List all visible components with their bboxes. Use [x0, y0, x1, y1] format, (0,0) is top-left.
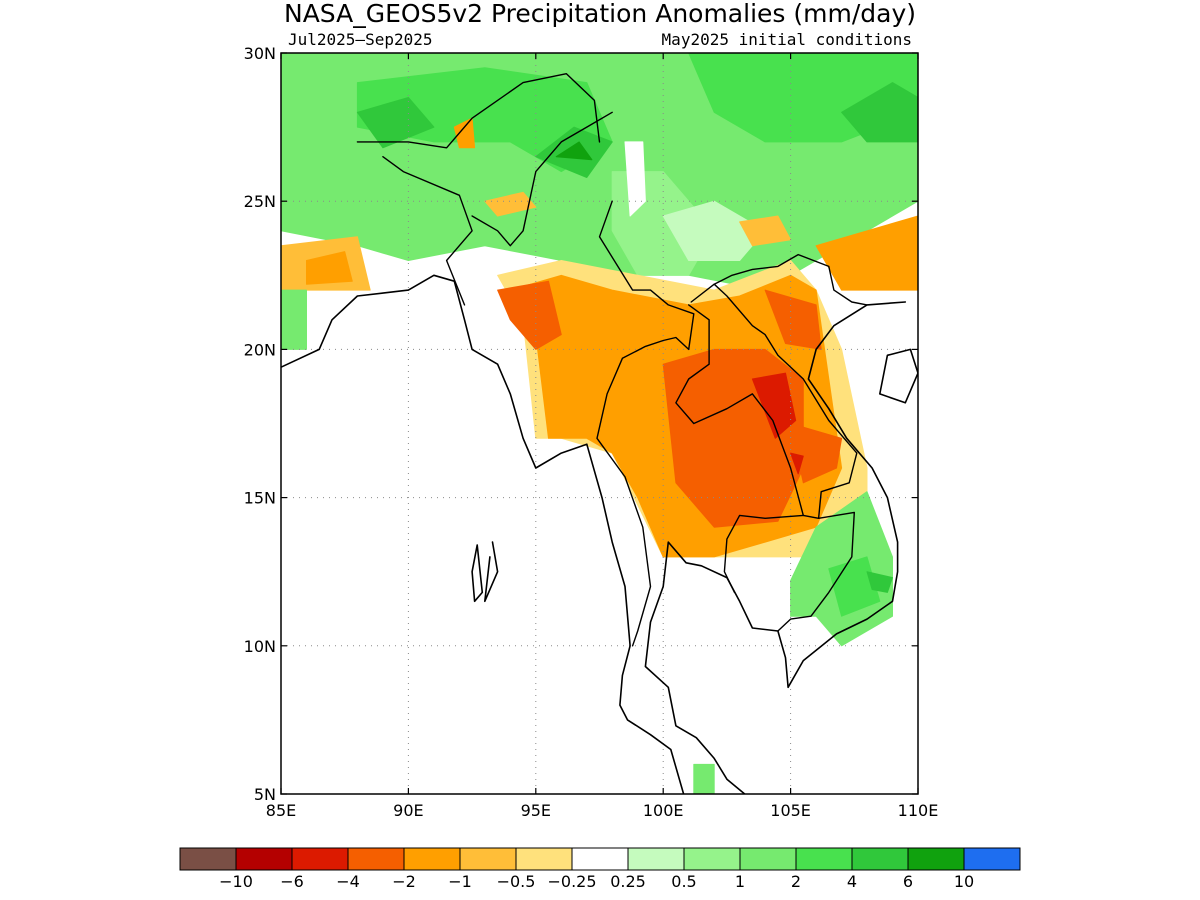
colorbar-label: 10	[954, 872, 974, 891]
period-label: Jul2025–Sep2025	[288, 30, 433, 49]
colorbar-label: −1	[448, 872, 472, 891]
region-dry-blip-ne	[484, 191, 537, 217]
country-border	[690, 253, 868, 306]
region-dry-strong-nw	[497, 280, 562, 350]
x-tick-label: 100E	[643, 801, 684, 820]
y-tick-label: 30N	[244, 44, 276, 63]
colorbar-swatch	[963, 847, 1021, 871]
region-dry-west-core	[306, 251, 353, 285]
colorbar-label: 0.25	[610, 872, 646, 891]
x-tick-label: 110E	[898, 801, 939, 820]
x-tick-label: 105E	[770, 801, 811, 820]
map-frame	[280, 52, 919, 795]
coastlines	[281, 274, 918, 794]
colorbar-label: 6	[903, 872, 913, 891]
colorbar-label: −0.25	[547, 872, 596, 891]
colorbar-swatch	[235, 847, 293, 871]
colorbar-label: 2	[791, 872, 801, 891]
y-tick-label: 5N	[254, 785, 276, 804]
colorbar-label: −0.5	[497, 872, 536, 891]
coastline	[281, 274, 685, 794]
region-dry-blip-tibet	[453, 117, 476, 149]
x-tick-label: 90E	[393, 801, 423, 820]
colorbar-swatch	[179, 847, 237, 871]
region-dry-extreme	[751, 372, 797, 439]
coastline	[471, 544, 484, 603]
region-north-wet-dark-w	[356, 97, 435, 149]
country-border	[596, 200, 695, 647]
y-tick-label: 20N	[244, 340, 276, 359]
colorbar-swatch	[851, 847, 909, 871]
colorbar-swatch	[683, 847, 741, 871]
country-border	[356, 72, 601, 149]
country-border	[777, 511, 855, 632]
colorbar-label: −2	[392, 872, 416, 891]
colorbar-label: 1	[735, 872, 745, 891]
colorbar-swatch	[403, 847, 461, 871]
region-west-wet-blip	[281, 289, 307, 350]
colorbar-swatch	[627, 847, 685, 871]
y-tick-label: 10N	[244, 637, 276, 656]
colorbar-label: −4	[336, 872, 360, 891]
colorbar-swatch	[291, 847, 349, 871]
coastline	[878, 348, 918, 404]
region-vietnam-wet-dark	[866, 571, 893, 593]
coastline	[644, 301, 907, 794]
colorbar-label: 0.5	[671, 872, 696, 891]
colorbar-swatch	[459, 847, 517, 871]
grid-lines	[281, 53, 918, 794]
anomaly-regions	[281, 53, 918, 794]
colorbar-label: −6	[280, 872, 304, 891]
y-tick-label: 15N	[244, 489, 276, 508]
region-dry-extreme-dot	[790, 452, 804, 475]
colorbar-legend: −10 −6 −4 −2 −1 −0.5 −0.25 0.25 0.5 1 2 4 6 10	[179, 847, 1021, 891]
country-border	[471, 111, 613, 247]
y-tick-label: 25N	[244, 192, 276, 211]
country-border	[382, 155, 473, 306]
colorbar-swatch	[795, 847, 853, 871]
region-south-wet-blip	[693, 763, 715, 794]
colorbar-swatch	[515, 847, 573, 871]
colorbar-swatch	[907, 847, 965, 871]
country-border	[723, 514, 804, 594]
colorbar-label: −10	[219, 872, 253, 891]
region-north-wet-dark-ne	[841, 82, 918, 143]
colorbar-label: 4	[847, 872, 857, 891]
map-plot-area	[281, 53, 918, 794]
x-tick-label: 85E	[266, 801, 296, 820]
init-label: May2025 initial conditions	[662, 30, 912, 49]
country-borders	[356, 72, 868, 647]
colorbar-swatch	[739, 847, 797, 871]
x-tick-label: 95E	[521, 801, 551, 820]
region-dry-se-china	[815, 215, 918, 291]
country-border	[675, 283, 858, 519]
region-north-white-gap	[624, 141, 646, 217]
region-north-wet-darkest	[555, 141, 593, 161]
colorbar-swatch	[571, 847, 629, 871]
coastline	[483, 541, 499, 603]
chart-title: NASA_GEOS5v2 Precipitation Anomalies (mm…	[284, 0, 916, 28]
colorbar-swatch	[347, 847, 405, 871]
axis-ticks: 85E 90E 95E 100E 105E 110E 30N 25N 20N 15N 10N 5N	[244, 44, 939, 820]
